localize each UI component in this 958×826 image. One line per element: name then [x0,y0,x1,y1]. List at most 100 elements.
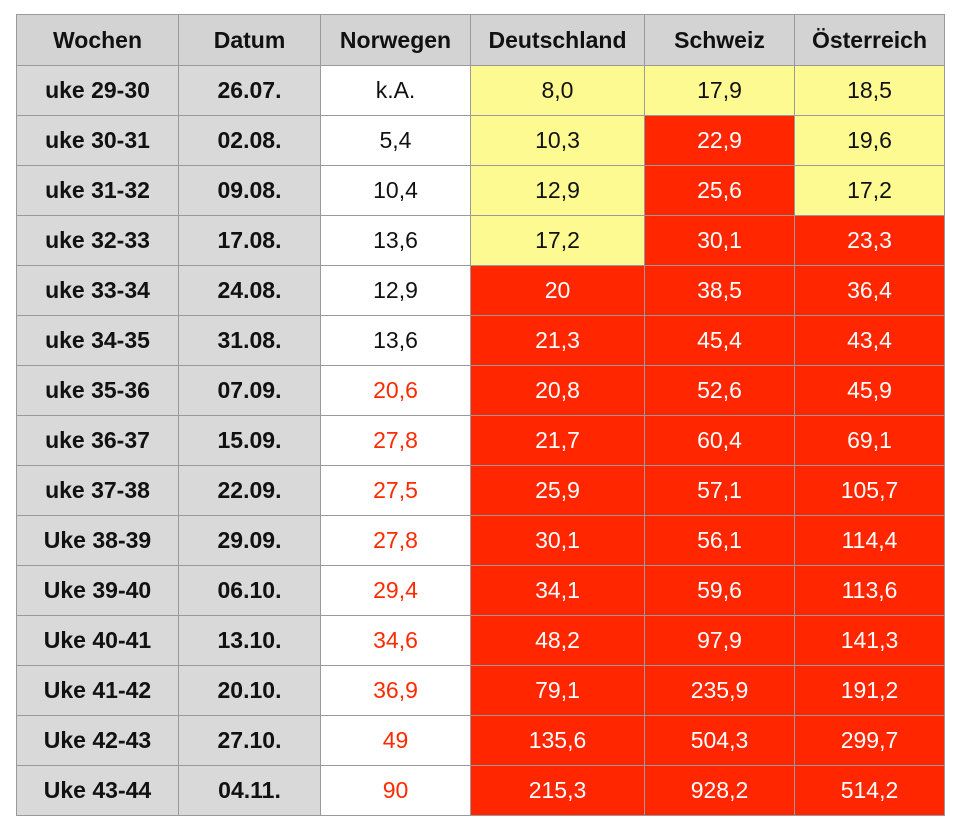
cell-wochen: uke 31-32 [16,165,179,216]
cell-oesterreich: 23,3 [794,215,945,266]
cell-deutschland: 79,1 [470,665,645,716]
cell-schweiz: 97,9 [644,615,795,666]
header-norwegen: Norwegen [320,14,471,66]
cell-norwegen: 29,4 [320,565,471,616]
cell-wochen: Uke 43-44 [16,765,179,816]
table-row: Uke 39-40 06.10. 29,4 34,1 59,6 113,6 [16,565,945,616]
cell-wochen: Uke 42-43 [16,715,179,766]
table-row: uke 34-35 31.08. 13,6 21,3 45,4 43,4 [16,315,945,366]
cell-oesterreich: 36,4 [794,265,945,316]
cell-schweiz: 30,1 [644,215,795,266]
table-header-row: Wochen Datum Norwegen Deutschland Schwei… [16,14,945,66]
cell-norwegen: 20,6 [320,365,471,416]
cell-wochen: uke 32-33 [16,215,179,266]
cell-deutschland: 12,9 [470,165,645,216]
cell-oesterreich: 141,3 [794,615,945,666]
table-row: uke 36-37 15.09. 27,8 21,7 60,4 69,1 [16,415,945,466]
cell-wochen: uke 29-30 [16,65,179,116]
cell-wochen: uke 34-35 [16,315,179,366]
cell-schweiz: 38,5 [644,265,795,316]
header-schweiz: Schweiz [644,14,795,66]
incidence-table: Wochen Datum Norwegen Deutschland Schwei… [16,14,945,816]
cell-datum: 09.08. [178,165,321,216]
cell-deutschland: 25,9 [470,465,645,516]
cell-wochen: uke 36-37 [16,415,179,466]
cell-datum: 07.09. [178,365,321,416]
cell-norwegen: 27,8 [320,415,471,466]
cell-deutschland: 21,7 [470,415,645,466]
table-row: uke 31-32 09.08. 10,4 12,9 25,6 17,2 [16,165,945,216]
cell-deutschland: 20,8 [470,365,645,416]
cell-schweiz: 57,1 [644,465,795,516]
table-row: Uke 38-39 29.09. 27,8 30,1 56,1 114,4 [16,515,945,566]
cell-datum: 24.08. [178,265,321,316]
cell-datum: 27.10. [178,715,321,766]
header-deutschland: Deutschland [470,14,645,66]
table-row: Uke 41-42 20.10. 36,9 79,1 235,9 191,2 [16,665,945,716]
cell-schweiz: 60,4 [644,415,795,466]
cell-schweiz: 59,6 [644,565,795,616]
cell-datum: 06.10. [178,565,321,616]
table-row: uke 30-31 02.08. 5,4 10,3 22,9 19,6 [16,115,945,166]
cell-schweiz: 17,9 [644,65,795,116]
cell-wochen: uke 30-31 [16,115,179,166]
cell-norwegen: k.A. [320,65,471,116]
cell-norwegen: 90 [320,765,471,816]
cell-wochen: Uke 38-39 [16,515,179,566]
cell-datum: 02.08. [178,115,321,166]
cell-wochen: uke 37-38 [16,465,179,516]
cell-schweiz: 25,6 [644,165,795,216]
cell-norwegen: 27,8 [320,515,471,566]
cell-oesterreich: 113,6 [794,565,945,616]
table-row: Uke 42-43 27.10. 49 135,6 504,3 299,7 [16,715,945,766]
cell-norwegen: 13,6 [320,215,471,266]
table-row: Uke 40-41 13.10. 34,6 48,2 97,9 141,3 [16,615,945,666]
cell-deutschland: 17,2 [470,215,645,266]
cell-datum: 22.09. [178,465,321,516]
table-body: uke 29-30 26.07. k.A. 8,0 17,9 18,5 uke 30-31 0… [16,65,945,816]
cell-datum: 31.08. [178,315,321,366]
cell-oesterreich: 514,2 [794,765,945,816]
cell-deutschland: 215,3 [470,765,645,816]
cell-deutschland: 10,3 [470,115,645,166]
header-datum: Datum [178,14,321,66]
cell-deutschland: 34,1 [470,565,645,616]
table-row: uke 32-33 17.08. 13,6 17,2 30,1 23,3 [16,215,945,266]
cell-norwegen: 10,4 [320,165,471,216]
cell-datum: 15.09. [178,415,321,466]
cell-norwegen: 12,9 [320,265,471,316]
header-wochen: Wochen [16,14,179,66]
cell-norwegen: 49 [320,715,471,766]
cell-deutschland: 135,6 [470,715,645,766]
cell-norwegen: 27,5 [320,465,471,516]
cell-oesterreich: 19,6 [794,115,945,166]
cell-deutschland: 48,2 [470,615,645,666]
cell-oesterreich: 191,2 [794,665,945,716]
cell-oesterreich: 17,2 [794,165,945,216]
cell-schweiz: 22,9 [644,115,795,166]
cell-wochen: uke 33-34 [16,265,179,316]
cell-oesterreich: 299,7 [794,715,945,766]
cell-wochen: Uke 40-41 [16,615,179,666]
cell-norwegen: 36,9 [320,665,471,716]
cell-datum: 17.08. [178,215,321,266]
cell-oesterreich: 105,7 [794,465,945,516]
table-row: uke 29-30 26.07. k.A. 8,0 17,9 18,5 [16,65,945,116]
cell-datum: 20.10. [178,665,321,716]
table-row: uke 33-34 24.08. 12,9 20 38,5 36,4 [16,265,945,316]
cell-wochen: uke 35-36 [16,365,179,416]
header-oesterreich: Österreich [794,14,945,66]
cell-wochen: Uke 41-42 [16,665,179,716]
cell-schweiz: 52,6 [644,365,795,416]
cell-deutschland: 8,0 [470,65,645,116]
cell-datum: 04.11. [178,765,321,816]
cell-oesterreich: 69,1 [794,415,945,466]
cell-datum: 13.10. [178,615,321,666]
cell-deutschland: 21,3 [470,315,645,366]
cell-schweiz: 56,1 [644,515,795,566]
table-row: Uke 43-44 04.11. 90 215,3 928,2 514,2 [16,765,945,816]
cell-wochen: Uke 39-40 [16,565,179,616]
cell-schweiz: 504,3 [644,715,795,766]
cell-oesterreich: 114,4 [794,515,945,566]
table-row: uke 37-38 22.09. 27,5 25,9 57,1 105,7 [16,465,945,516]
